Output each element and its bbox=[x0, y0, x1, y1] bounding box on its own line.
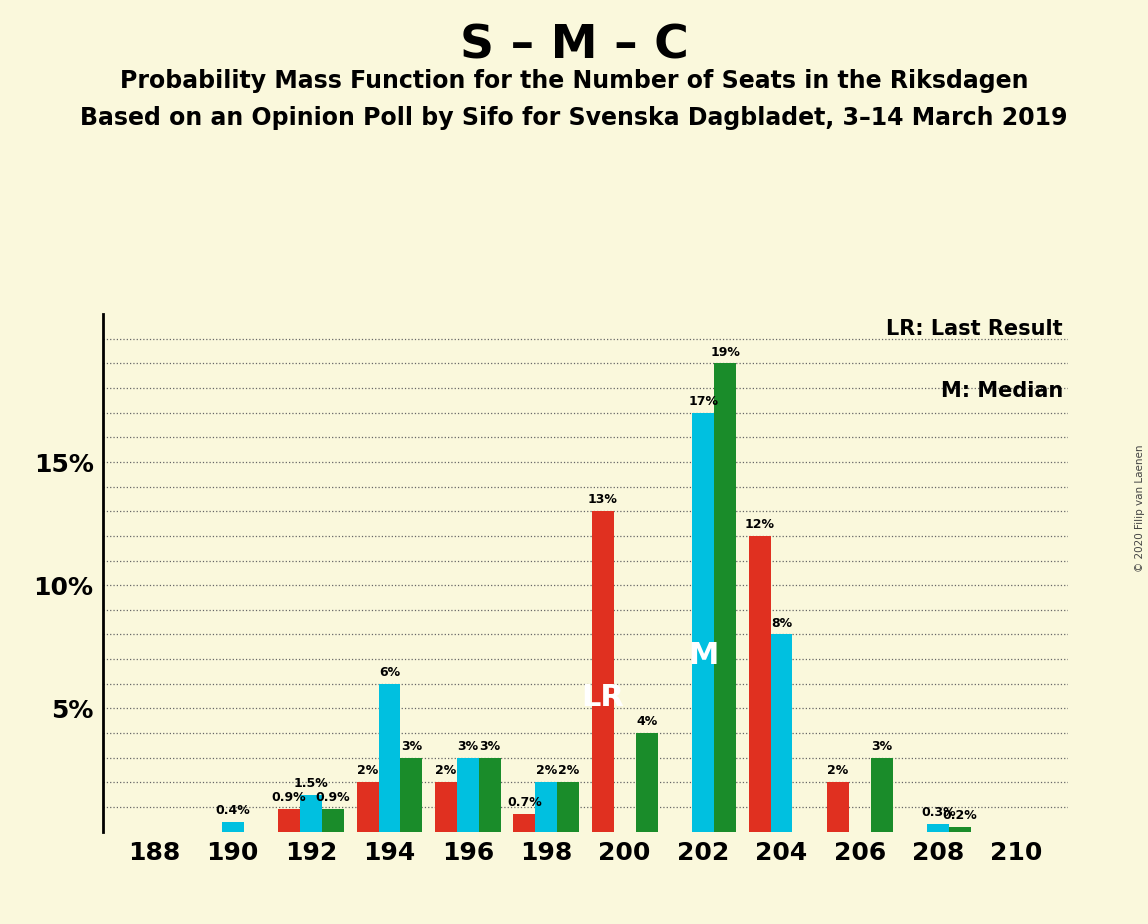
Bar bbox=[357, 783, 379, 832]
Text: 1.5%: 1.5% bbox=[294, 777, 328, 790]
Text: Based on an Opinion Poll by Sifo for Svenska Dagbladet, 3–14 March 2019: Based on an Opinion Poll by Sifo for Sve… bbox=[80, 106, 1068, 130]
Text: LR: Last Result: LR: Last Result bbox=[886, 320, 1063, 339]
Text: 2%: 2% bbox=[435, 764, 457, 777]
Bar bbox=[714, 363, 736, 832]
Text: 12%: 12% bbox=[745, 518, 775, 531]
Text: 17%: 17% bbox=[688, 395, 719, 407]
Text: 2%: 2% bbox=[828, 764, 848, 777]
Text: 0.4%: 0.4% bbox=[216, 804, 250, 817]
Bar bbox=[692, 413, 714, 832]
Bar bbox=[479, 758, 501, 832]
Bar bbox=[871, 758, 893, 832]
Bar bbox=[323, 809, 344, 832]
Bar bbox=[591, 511, 614, 832]
Bar bbox=[379, 684, 401, 832]
Bar bbox=[535, 783, 557, 832]
Bar bbox=[278, 809, 300, 832]
Bar bbox=[748, 536, 770, 832]
Text: 0.9%: 0.9% bbox=[272, 792, 307, 805]
Bar bbox=[770, 635, 792, 832]
Text: 2%: 2% bbox=[558, 764, 579, 777]
Bar bbox=[557, 783, 580, 832]
Bar bbox=[928, 824, 949, 832]
Bar bbox=[300, 795, 323, 832]
Text: 2%: 2% bbox=[536, 764, 557, 777]
Text: 4%: 4% bbox=[636, 715, 658, 728]
Text: 6%: 6% bbox=[379, 666, 400, 679]
Text: 19%: 19% bbox=[711, 346, 740, 359]
Text: M: Median: M: Median bbox=[940, 382, 1063, 401]
Text: 0.3%: 0.3% bbox=[921, 807, 955, 820]
Text: M: M bbox=[688, 641, 719, 670]
Text: 0.9%: 0.9% bbox=[316, 792, 350, 805]
Text: 0.2%: 0.2% bbox=[943, 808, 978, 821]
Text: 3%: 3% bbox=[457, 740, 479, 753]
Text: 0.7%: 0.7% bbox=[507, 796, 542, 809]
Text: LR: LR bbox=[581, 683, 625, 711]
Bar bbox=[435, 783, 457, 832]
Text: © 2020 Filip van Laenen: © 2020 Filip van Laenen bbox=[1135, 444, 1145, 572]
Bar bbox=[636, 733, 658, 832]
Bar bbox=[457, 758, 479, 832]
Bar bbox=[222, 821, 243, 832]
Text: 13%: 13% bbox=[588, 493, 618, 506]
Bar bbox=[513, 814, 535, 832]
Text: 3%: 3% bbox=[401, 740, 422, 753]
Text: 3%: 3% bbox=[479, 740, 501, 753]
Text: 8%: 8% bbox=[771, 616, 792, 629]
Text: Probability Mass Function for the Number of Seats in the Riksdagen: Probability Mass Function for the Number… bbox=[119, 69, 1029, 93]
Text: 3%: 3% bbox=[871, 740, 892, 753]
Bar bbox=[949, 827, 971, 832]
Text: S – M – C: S – M – C bbox=[459, 23, 689, 68]
Bar bbox=[827, 783, 848, 832]
Text: 2%: 2% bbox=[357, 764, 378, 777]
Bar bbox=[401, 758, 422, 832]
